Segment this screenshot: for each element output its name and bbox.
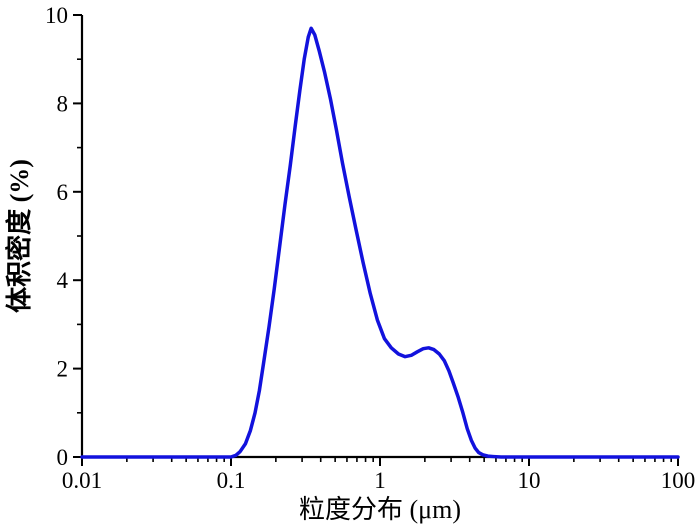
x-axis: 0.01 0.1 1 10 100 bbox=[62, 455, 696, 493]
distribution-curve bbox=[80, 26, 680, 459]
y-tick-label: 8 bbox=[57, 91, 69, 116]
y-tick-label: 2 bbox=[57, 357, 69, 382]
x-tick-label: 0.01 bbox=[62, 468, 102, 493]
y-tick-label: 4 bbox=[57, 268, 69, 293]
distribution-curve-group bbox=[80, 26, 680, 459]
y-axis: 0 2 4 6 8 10 bbox=[45, 3, 84, 470]
x-tick-label: 1 bbox=[374, 468, 386, 493]
y-tick-label: 6 bbox=[57, 180, 69, 205]
y-axis-title: 体积密度 (%) bbox=[4, 159, 34, 313]
x-tick-label: 10 bbox=[518, 468, 541, 493]
x-axis-title: 粒度分布 (μm) bbox=[299, 495, 461, 524]
y-tick-label: 0 bbox=[57, 445, 69, 470]
y-tick-label: 10 bbox=[45, 3, 68, 28]
x-tick-label: 100 bbox=[661, 468, 696, 493]
x-tick-label: 0.1 bbox=[217, 468, 246, 493]
